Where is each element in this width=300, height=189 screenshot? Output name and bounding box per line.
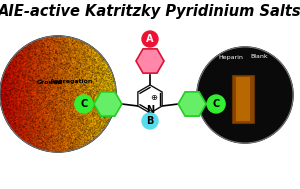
Circle shape [197, 47, 293, 143]
Circle shape [142, 113, 158, 129]
Text: A: A [146, 34, 154, 44]
Polygon shape [136, 49, 164, 73]
Circle shape [207, 95, 225, 113]
Circle shape [75, 95, 93, 113]
Text: Heparin: Heparin [219, 54, 243, 60]
Text: C: C [212, 99, 220, 109]
Text: C: C [80, 99, 88, 109]
Text: Aggregation: Aggregation [50, 80, 94, 84]
Text: B: B [146, 116, 154, 126]
Circle shape [142, 31, 158, 47]
Polygon shape [138, 85, 162, 113]
Text: Ground: Ground [37, 80, 63, 84]
FancyBboxPatch shape [232, 75, 254, 123]
Text: Blank: Blank [250, 54, 268, 60]
Text: N: N [146, 105, 154, 115]
Polygon shape [178, 92, 206, 116]
Text: ⊕: ⊕ [151, 92, 158, 101]
Polygon shape [94, 92, 122, 116]
Text: AIE-active Katritzky Pyridinium Salts: AIE-active Katritzky Pyridinium Salts [0, 4, 300, 19]
FancyBboxPatch shape [236, 77, 250, 121]
Circle shape [0, 36, 116, 152]
